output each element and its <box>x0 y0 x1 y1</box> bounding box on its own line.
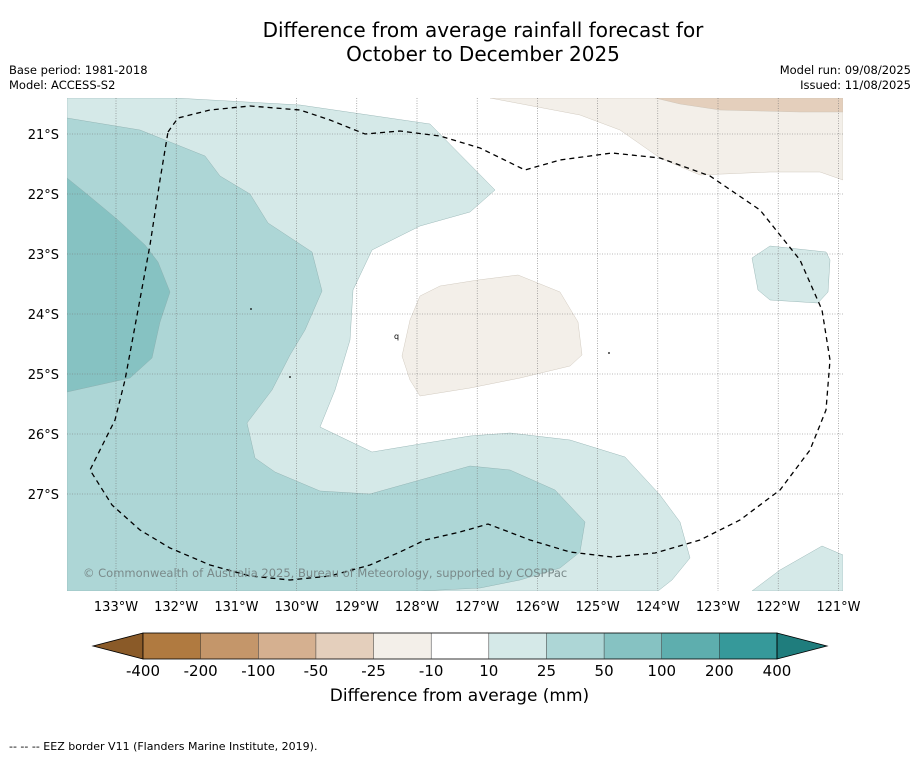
colorbar-tick-label: -10 <box>419 662 444 680</box>
colorbar-segment <box>258 633 316 659</box>
island-speck <box>250 308 252 310</box>
colorbar-tick-label: -200 <box>184 662 218 680</box>
lon-tick-label: 132°W <box>154 600 198 615</box>
footnote: -- -- -- EEZ border V11 (Flanders Marine… <box>9 740 318 753</box>
lat-tick-label: 23°S <box>28 248 59 263</box>
island-label: q <box>394 332 399 341</box>
colorbar-segment <box>546 633 605 659</box>
colorbar-tick-label: -25 <box>361 662 386 680</box>
issued-date: Issued: 11/08/2025 <box>800 78 911 92</box>
colorbar-segment <box>143 633 201 659</box>
lat-tick-label: 27°S <box>28 488 59 503</box>
title-line-1: Difference from average rainfall forecas… <box>262 18 704 42</box>
colorbar-tick-label: 25 <box>537 662 556 680</box>
lon-tick-label: 131°W <box>214 600 258 615</box>
colorbar-tick-label: 400 <box>763 662 792 680</box>
lon-tick-label: 130°W <box>275 600 319 615</box>
lon-tick-label: 129°W <box>335 600 379 615</box>
model-name: Model: ACCESS-S2 <box>9 78 116 92</box>
chart-title: Difference from average rainfall forecas… <box>0 18 919 66</box>
lat-tick-label: 21°S <box>28 128 59 143</box>
lon-tick-label: 121°W <box>816 600 860 615</box>
colorbar: -400 -200 -100 -50 -25 -10 10 25 50 100 200 400 <box>91 632 829 680</box>
lat-tick-label: 25°S <box>28 368 59 383</box>
contour-25-50 <box>67 117 586 591</box>
colorbar-tick-label: -100 <box>241 662 275 680</box>
lon-tick-label: 125°W <box>576 600 620 615</box>
colorbar-segment <box>661 633 720 659</box>
lon-tick-label: 126°W <box>515 600 559 615</box>
lon-tick-label: 128°W <box>395 600 439 615</box>
base-period: Base period: 1981-2018 <box>9 63 148 77</box>
lon-tick-label: 123°W <box>696 600 740 615</box>
colorbar-title: Difference from average (mm) <box>329 686 590 706</box>
lon-tick-label: 122°W <box>756 600 800 615</box>
latitude-labels: 21°S 22°S 23°S 24°S 25°S 26°S 27°S <box>28 128 59 503</box>
colorbar-segment <box>431 633 489 659</box>
colorbar-tick-label: 50 <box>595 662 614 680</box>
colorbar-tick-label: 100 <box>647 662 676 680</box>
colorbar-segment <box>200 633 259 659</box>
contour-wet-southeast <box>751 545 843 591</box>
island-speck <box>289 376 291 378</box>
meta-left: Base period: 1981-2018 Model: ACCESS-S2 <box>9 63 148 93</box>
graticule <box>67 98 843 591</box>
contour-wet-east <box>751 245 831 304</box>
lon-tick-label: 133°W <box>94 600 138 615</box>
title-line-2: October to December 2025 <box>346 42 620 66</box>
colorbar-tick-label: 10 <box>479 662 498 680</box>
longitude-labels: 133°W 132°W 131°W 130°W 129°W 128°W 127°W 126°W… <box>94 600 861 615</box>
lat-tick-label: 22°S <box>28 188 59 203</box>
colorbar-segment <box>488 633 547 659</box>
meta-right: Model run: 09/08/2025 Issued: 11/08/2025 <box>780 63 911 93</box>
map-figure: q © Commonwealth of Australia 2025, Bure… <box>28 98 861 680</box>
colorbar-tick-label: 200 <box>705 662 734 680</box>
contour-dry-centre <box>401 274 583 397</box>
lat-tick-label: 24°S <box>28 308 59 323</box>
colorbar-extend-low <box>91 632 144 660</box>
colorbar-tick-label: -400 <box>126 662 160 680</box>
colorbar-segment <box>719 633 777 659</box>
lon-tick-label: 127°W <box>455 600 499 615</box>
colorbar-segment <box>315 633 374 659</box>
eez-border <box>89 105 831 581</box>
contour-dry-northeast <box>489 98 843 181</box>
contour-50-100 <box>67 177 171 393</box>
copyright-text: © Commonwealth of Australia 2025, Bureau… <box>83 566 567 580</box>
colorbar-segment <box>604 633 662 659</box>
map-plot-area: q © Commonwealth of Australia 2025, Bure… <box>67 98 843 591</box>
lat-tick-label: 26°S <box>28 428 59 443</box>
lon-tick-label: 124°W <box>636 600 680 615</box>
contour-dry-northeast-2 <box>654 98 843 113</box>
colorbar-segment <box>373 633 432 659</box>
colorbar-extend-high <box>776 632 829 660</box>
model-run: Model run: 09/08/2025 <box>779 63 911 77</box>
colorbar-tick-label: -50 <box>304 662 329 680</box>
colorbar-outline <box>142 632 778 660</box>
island-speck <box>608 352 610 354</box>
